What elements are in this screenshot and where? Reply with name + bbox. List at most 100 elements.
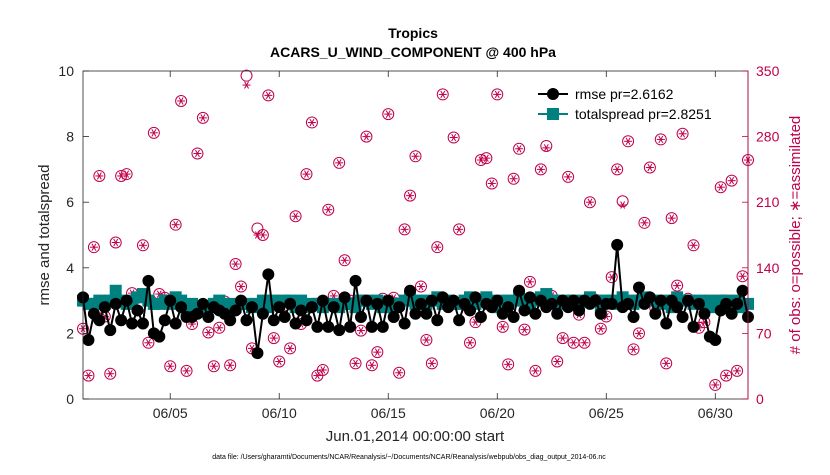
rmse-point bbox=[404, 284, 417, 297]
obs-assimilated-marker bbox=[634, 329, 643, 338]
obs-assimilated-stroke bbox=[451, 133, 457, 142]
obs-assimilated-stroke bbox=[260, 231, 266, 239]
obs-assimilated-marker bbox=[384, 110, 393, 118]
obs-assimilated-stroke bbox=[107, 369, 113, 378]
obs-possible-marker bbox=[583, 196, 596, 209]
y-right-tick-label: 280 bbox=[756, 129, 780, 145]
obs-possible-marker bbox=[632, 327, 645, 340]
obs-possible-marker bbox=[262, 89, 275, 102]
obs-possible-marker bbox=[235, 280, 248, 293]
rmse-point bbox=[447, 294, 460, 307]
obs-assimilated-marker bbox=[487, 179, 496, 188]
obs-assimilated-stroke bbox=[516, 145, 522, 153]
obs-possible-marker bbox=[414, 280, 427, 293]
obs-assimilated-marker bbox=[335, 159, 344, 167]
obs-assimilated-stroke bbox=[587, 198, 593, 206]
legend-totalspread-label: totalspread pr=2.8251 bbox=[575, 106, 712, 122]
rmse-point bbox=[327, 301, 340, 314]
rmse-point bbox=[251, 347, 264, 360]
obs-assimilated-marker bbox=[476, 156, 485, 164]
x-tick-label: 06/05 bbox=[153, 405, 188, 421]
obs-assimilated-stroke bbox=[407, 191, 413, 200]
obs-possible-marker bbox=[305, 116, 318, 129]
obs-assimilated-stroke bbox=[456, 225, 462, 234]
obs-possible-marker bbox=[115, 169, 128, 182]
obs-assimilated-stroke bbox=[723, 371, 729, 380]
obs-assimilated-stroke bbox=[538, 165, 544, 174]
obs-possible-marker bbox=[229, 258, 242, 271]
obs-assimilated-marker bbox=[553, 357, 562, 366]
obs-possible-marker bbox=[333, 156, 346, 169]
rmse-point bbox=[513, 284, 526, 297]
rmse-point bbox=[305, 301, 318, 314]
obs-assimilated-stroke bbox=[304, 170, 309, 178]
footnote: data file: /Users/gharamti/Documents/NCA… bbox=[212, 454, 606, 461]
obs-assimilated-stroke bbox=[505, 360, 511, 369]
obs-possible-marker bbox=[671, 279, 684, 292]
obs-assimilated-stroke bbox=[227, 361, 233, 369]
obs-assimilated-stroke bbox=[478, 156, 484, 164]
obs-assimilated-stroke bbox=[91, 243, 97, 251]
obs-possible-marker bbox=[365, 359, 378, 372]
obs-possible-marker bbox=[507, 172, 520, 185]
obs-assimilated-marker bbox=[689, 241, 698, 250]
obs-assimilated-stroke bbox=[691, 241, 696, 250]
obs-assimilated-marker bbox=[564, 173, 573, 181]
rmse-point bbox=[567, 294, 580, 307]
obs-possible-marker bbox=[709, 378, 722, 391]
obs-possible-marker bbox=[578, 336, 591, 349]
y-axis-label: rmse and totalspread bbox=[36, 165, 53, 306]
obs-assimilated-stroke bbox=[353, 359, 358, 368]
obs-possible-marker bbox=[316, 363, 329, 376]
y-tick-label: 4 bbox=[66, 260, 74, 276]
obs-assimilated-stroke bbox=[374, 348, 380, 356]
obs-assimilated-marker bbox=[520, 325, 529, 334]
obs-assimilated-stroke bbox=[249, 344, 255, 353]
obs-possible-marker bbox=[267, 332, 280, 345]
obs-assimilated-marker bbox=[645, 163, 654, 172]
obs-possible-marker bbox=[213, 321, 226, 334]
x-tick-label: 06/30 bbox=[698, 405, 733, 421]
obs-possible-marker bbox=[725, 174, 738, 187]
rmse-point bbox=[365, 320, 378, 333]
rmse-point bbox=[622, 297, 635, 310]
rmse-point bbox=[267, 314, 280, 327]
obs-possible-marker bbox=[409, 150, 422, 163]
obs-possible-marker bbox=[202, 326, 215, 339]
obs-possible-marker bbox=[147, 126, 160, 139]
obs-assimilated-marker bbox=[318, 366, 327, 374]
obs-assimilated-marker bbox=[416, 282, 425, 291]
obs-possible-marker bbox=[169, 218, 182, 231]
obs-possible-marker bbox=[240, 69, 253, 82]
obs-possible-marker bbox=[665, 212, 678, 225]
obs-assimilated-marker bbox=[215, 324, 224, 332]
rmse-point bbox=[551, 307, 564, 320]
rmse-point bbox=[474, 311, 487, 323]
obs-possible-marker bbox=[207, 360, 220, 373]
chart-title: Tropics bbox=[388, 25, 438, 41]
obs-assimilated-marker bbox=[711, 381, 720, 389]
obs-assimilated-stroke bbox=[625, 137, 631, 145]
obs-possible-marker bbox=[431, 241, 444, 254]
obs-assimilated-stroke bbox=[342, 256, 348, 265]
obs-assimilated-marker bbox=[95, 172, 104, 180]
obs-assimilated-marker bbox=[585, 198, 594, 206]
rmse-point bbox=[425, 294, 438, 307]
obs-possible-marker bbox=[529, 364, 542, 377]
obs-possible-marker bbox=[382, 108, 395, 121]
obs-assimilated-stroke bbox=[674, 281, 680, 290]
obs-assimilated-stroke bbox=[238, 282, 244, 291]
obs-assimilated-stroke bbox=[96, 172, 102, 180]
obs-assimilated-stroke bbox=[195, 149, 200, 158]
obs-assimilated-stroke bbox=[467, 339, 473, 347]
rmse-point bbox=[142, 274, 155, 287]
obs-assimilated-stroke bbox=[636, 329, 642, 338]
obs-assimilated-stroke bbox=[483, 154, 489, 162]
rmse-point bbox=[120, 294, 133, 307]
obs-possible-marker bbox=[300, 168, 313, 181]
obs-possible-marker bbox=[93, 169, 106, 182]
obs-assimilated-marker bbox=[738, 272, 747, 280]
obs-assimilated-marker bbox=[395, 369, 404, 377]
x-axis-label: Jun.01,2014 00:00:00 start bbox=[326, 428, 505, 445]
obs-assimilated-stroke bbox=[276, 357, 282, 366]
